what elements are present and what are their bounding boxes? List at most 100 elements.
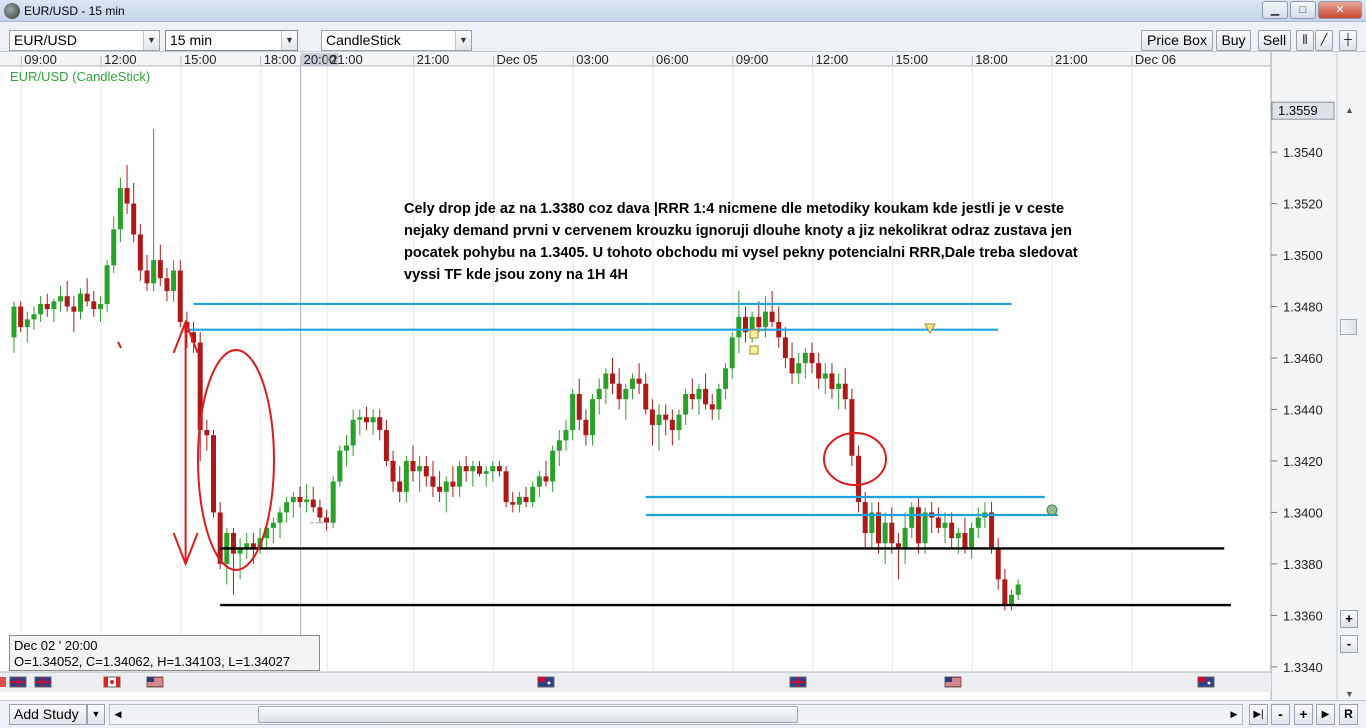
candle-body xyxy=(470,466,476,472)
candle-body xyxy=(836,383,842,389)
time-axis-label: 15:00 xyxy=(184,52,217,67)
candle xyxy=(716,383,722,420)
scale-zoom-out-button[interactable]: - xyxy=(1340,635,1358,653)
candle xyxy=(576,378,582,431)
chevron-down-icon[interactable]: ▼ xyxy=(455,31,471,50)
candle-body xyxy=(796,363,802,374)
chevron-down-icon[interactable]: ▼ xyxy=(87,704,105,725)
current-price-box xyxy=(1271,101,1335,120)
chart-bars-icon[interactable]: ⫼ xyxy=(1296,30,1314,51)
chevron-down-icon[interactable]: ▼ xyxy=(281,31,297,50)
candle xyxy=(550,445,556,492)
candle xyxy=(915,496,921,554)
candle xyxy=(649,399,655,446)
candle-body xyxy=(124,188,130,204)
step-forward-icon[interactable]: ▶ xyxy=(1316,704,1335,725)
candle-body xyxy=(503,471,509,503)
candle-body xyxy=(736,316,742,338)
candle xyxy=(91,291,97,317)
scroll-right-icon[interactable]: ▶ xyxy=(1230,709,1238,719)
candle xyxy=(171,260,177,302)
scale-down-icon[interactable]: ▼ xyxy=(1345,689,1354,699)
candle xyxy=(563,419,569,451)
candle xyxy=(583,409,589,446)
scrollbar-thumb[interactable] xyxy=(258,706,798,723)
chevron-down-icon[interactable]: ▼ xyxy=(143,31,159,50)
candle xyxy=(470,460,476,487)
candle xyxy=(610,357,615,395)
chart-background xyxy=(0,52,1366,700)
sell-button[interactable]: Sell xyxy=(1258,30,1291,51)
candle-body xyxy=(390,460,396,482)
candle-body xyxy=(38,303,44,315)
candle xyxy=(809,342,815,374)
maximize-button[interactable]: □ xyxy=(1290,1,1316,19)
candle-body xyxy=(583,419,589,436)
zoom-out-button[interactable]: - xyxy=(1271,704,1290,725)
annotation-line: vyssi TF kde jsou zony na 1H 4H xyxy=(404,267,629,283)
candle-body xyxy=(450,481,456,487)
candle-body xyxy=(230,533,236,554)
candle xyxy=(423,455,429,487)
price-axis-label: 1.3480 xyxy=(1283,300,1323,315)
candle xyxy=(536,471,542,497)
candle xyxy=(24,311,30,343)
price-axis-label: 1.3360 xyxy=(1283,608,1323,623)
close-button[interactable]: ✕ xyxy=(1318,1,1362,19)
horizontal-scrollbar[interactable]: ◀ ▶ xyxy=(109,704,1243,725)
candle-body xyxy=(417,466,423,472)
event-flag-icon xyxy=(147,677,154,682)
candle xyxy=(942,512,948,544)
scroll-left-icon[interactable]: ◀ xyxy=(114,709,122,719)
candle xyxy=(244,533,250,559)
scale-zoom-in-button[interactable]: + xyxy=(1340,610,1358,628)
scale-up-icon[interactable]: ▲ xyxy=(1345,105,1354,115)
time-axis-label: 12:00 xyxy=(104,52,137,67)
candle xyxy=(503,466,509,508)
chart-type-select[interactable]: CandleStick ▼ xyxy=(321,30,472,51)
candle xyxy=(197,332,203,461)
candle xyxy=(324,509,330,531)
candle xyxy=(949,512,955,549)
time-label-highlight xyxy=(300,53,339,66)
add-study-button[interactable]: Add Study xyxy=(9,704,87,725)
annotation-line: pocatek pohybu na 1.3405. U tohoto obcho… xyxy=(404,245,1078,261)
candle-body xyxy=(915,507,921,544)
time-axis-label: 18:00 xyxy=(264,52,297,67)
candle xyxy=(669,409,675,446)
candle-body xyxy=(483,471,489,474)
candle-body xyxy=(357,417,363,420)
candle-body xyxy=(676,414,682,431)
candle xyxy=(377,409,383,441)
scale-scroll-handle[interactable] xyxy=(1340,319,1357,335)
candle-body xyxy=(709,404,715,410)
candle-body xyxy=(317,507,323,518)
symbol-select[interactable]: EUR/USD ▼ xyxy=(9,30,160,51)
buy-button[interactable]: Buy xyxy=(1216,30,1251,51)
candle xyxy=(842,368,848,410)
period-select[interactable]: 15 min ▼ xyxy=(165,30,298,51)
candle xyxy=(876,502,881,554)
price-box-button[interactable]: Price Box xyxy=(1141,30,1213,51)
candle-body xyxy=(802,352,808,364)
zoom-in-button[interactable]: + xyxy=(1294,704,1313,725)
price-axis-label: 1.3460 xyxy=(1283,351,1323,366)
candle-body xyxy=(18,306,24,328)
candle-body xyxy=(942,522,948,528)
price-axis-band xyxy=(1271,52,1366,700)
chart-area[interactable]: 09:00 12:00 15:00 18:00 20:00 21:00 21:00 Dec 0… xyxy=(0,52,1366,700)
candle xyxy=(736,291,742,353)
candle-body xyxy=(716,388,722,410)
candle-body xyxy=(297,496,303,503)
candle-body xyxy=(71,306,77,312)
time-axis-label: 09:00 xyxy=(736,52,769,67)
scroll-to-end-icon[interactable]: ▶| xyxy=(1249,704,1268,725)
reset-button[interactable]: R xyxy=(1339,704,1358,725)
draw-line-icon[interactable]: ╱ xyxy=(1315,30,1333,51)
candle-body xyxy=(909,507,915,528)
candle xyxy=(304,484,310,513)
candle-body xyxy=(962,533,968,549)
minimize-button[interactable]: ▁ xyxy=(1262,1,1288,19)
crosshair-icon[interactable]: ┼ xyxy=(1339,30,1357,51)
